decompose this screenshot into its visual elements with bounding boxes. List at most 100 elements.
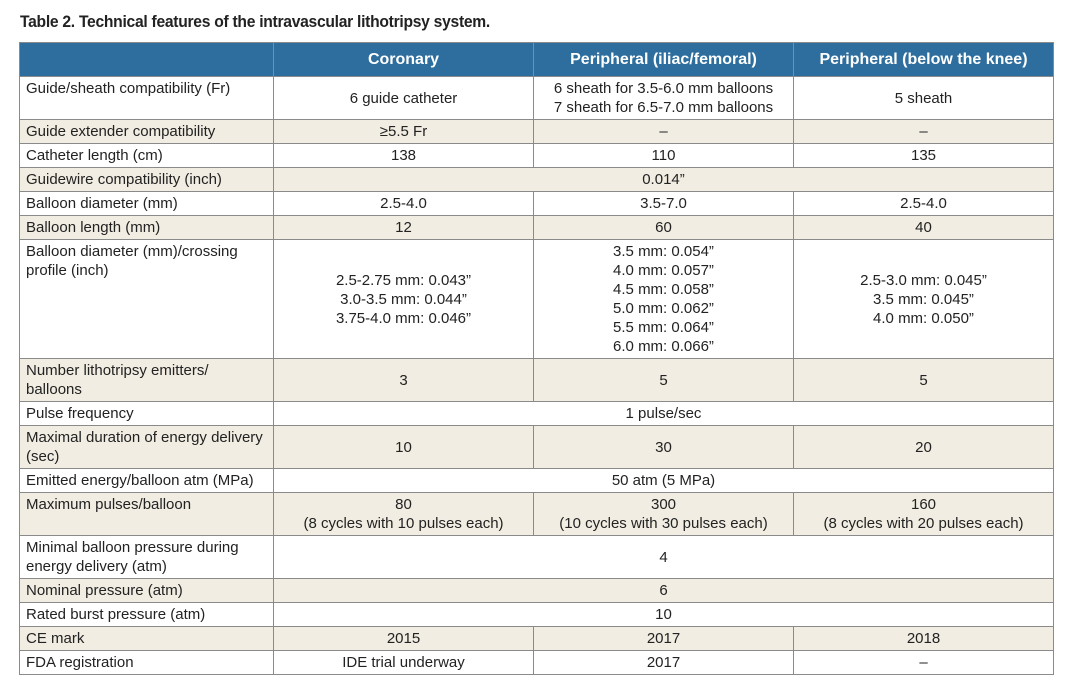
cell-line: 110 xyxy=(651,147,676,164)
row-label: Guide extender compatibility xyxy=(19,119,274,144)
cell-line: 3.0-3.5 mm: 0.044” xyxy=(340,290,467,308)
table-row: Catheter length (cm) 138 110 135 xyxy=(19,143,1054,168)
cell-line: – xyxy=(659,123,668,140)
cell-line: 2.5-2.75 mm: 0.043” xyxy=(335,271,472,289)
table-cell: ≥5.5 Fr xyxy=(273,119,534,144)
table-row: CE mark 2015 2017 2018 xyxy=(19,626,1054,651)
cell-line: – xyxy=(919,123,928,140)
cell-line: 20 xyxy=(915,438,932,456)
table-cell: 4 xyxy=(273,535,1054,579)
table-cell: 5 sheath xyxy=(793,76,1054,120)
table-cell: 10 xyxy=(273,425,534,469)
cell-line: 6 guide catheter xyxy=(349,89,458,107)
cell-line: 60 xyxy=(655,219,672,236)
table-cell: IDE trial underway xyxy=(273,650,534,675)
cell-line: 3.5 mm: 0.054” xyxy=(613,243,714,260)
cell-line: 3.5 mm: 0.045” xyxy=(873,290,974,308)
row-label: Nominal pressure (atm) xyxy=(19,578,274,603)
header-row: Coronary Peripheral (iliac/femoral) Periph… xyxy=(19,42,1054,77)
row-label: Maximal duration of energy delivery (sec… xyxy=(19,425,274,469)
table-row: Maximum pulses/balloon 80 (8 cycles with 1… xyxy=(19,492,1054,536)
cell-line: 2018 xyxy=(906,630,941,647)
table-row: Emitted energy/balloon atm (MPa) 50 atm (… xyxy=(19,468,1054,493)
row-label: Catheter length (cm) xyxy=(19,143,274,168)
table-body: Guide/sheath compatibility (Fr) 6 guide c… xyxy=(19,76,1054,675)
table-cell: 60 xyxy=(533,215,794,240)
cell-line: 10 xyxy=(395,438,412,456)
cell-line: 2.5-4.0 xyxy=(380,195,427,212)
cell-line: 5 xyxy=(919,371,928,389)
table-cell: 2018 xyxy=(793,626,1054,651)
table-row: Guidewire compatibility (inch) 0.014” xyxy=(19,167,1054,192)
cell-line: 160 xyxy=(910,496,937,513)
row-label: Balloon diameter (mm) xyxy=(19,191,274,216)
column-header: Coronary xyxy=(273,42,534,77)
cell-line: 4.5 mm: 0.058” xyxy=(613,281,714,298)
row-label: Guidewire compatibility (inch) xyxy=(19,167,274,192)
table-cell: – xyxy=(533,119,794,144)
cell-line: 5 xyxy=(659,371,668,389)
table-cell: 80 (8 cycles with 10 pulses each) xyxy=(273,492,534,536)
table-cell: 5 xyxy=(533,358,794,402)
row-label: Emitted energy/balloon atm (MPa) xyxy=(19,468,274,493)
table-row: Balloon diameter (mm)/crossing profile (… xyxy=(19,239,1054,359)
cell-line: 10 xyxy=(655,606,672,623)
table-title: Table 2. Technical features of the intra… xyxy=(20,12,491,31)
table-row: Pulse frequency 1 pulse/sec xyxy=(19,401,1054,426)
cell-line: (8 cycles with 10 pulses each) xyxy=(303,515,504,532)
table-cell: 6 xyxy=(273,578,1054,603)
cell-line: 40 xyxy=(915,219,932,236)
cell-line: 6 sheath for 3.5-6.0 mm balloons xyxy=(553,80,774,97)
cell-line: 12 xyxy=(395,219,412,236)
cell-line: 3.75-4.0 mm: 0.046” xyxy=(335,309,472,327)
table-cell: 30 xyxy=(533,425,794,469)
header-cell xyxy=(19,42,274,77)
table-cell: 2.5-4.0 xyxy=(273,191,534,216)
table-cell: 138 xyxy=(273,143,534,168)
cell-line: 2017 xyxy=(646,654,681,671)
row-label: Maximum pulses/balloon xyxy=(19,492,274,536)
table-row: Balloon length (mm) 12 60 40 xyxy=(19,215,1054,240)
cell-line: 5.0 mm: 0.062” xyxy=(613,300,714,317)
table-cell: 2017 xyxy=(533,650,794,675)
cell-line: 7 sheath for 6.5-7.0 mm balloons xyxy=(553,99,774,116)
table-cell: – xyxy=(793,650,1054,675)
cell-line: 135 xyxy=(910,147,937,164)
table-cell: 2015 xyxy=(273,626,534,651)
cell-line: (8 cycles with 20 pulses each) xyxy=(823,515,1024,532)
table-cell: 5 xyxy=(793,358,1054,402)
table-row: Guide extender compatibility ≥5.5 Fr – – xyxy=(19,119,1054,144)
table-row: FDA registration IDE trial underway 2017 – xyxy=(19,650,1054,675)
row-label: Pulse frequency xyxy=(19,401,274,426)
table-cell: 2017 xyxy=(533,626,794,651)
cell-line: 3.5-7.0 xyxy=(640,195,687,212)
table-cell: 2.5-2.75 mm: 0.043” 3.0-3.5 mm: 0.044” 3.7… xyxy=(273,239,534,359)
cell-line: 1 pulse/sec xyxy=(625,405,702,422)
cell-line: 138 xyxy=(390,147,417,164)
table-row: Rated burst pressure (atm) 10 xyxy=(19,602,1054,627)
cell-line: 300 xyxy=(650,496,677,513)
cell-line: 2.5-4.0 xyxy=(900,195,947,212)
row-label: Balloon length (mm) xyxy=(19,215,274,240)
cell-line: 4.0 mm: 0.057” xyxy=(613,262,714,279)
table-cell: 2.5-3.0 mm: 0.045” 3.5 mm: 0.045” 4.0 mm: … xyxy=(793,239,1054,359)
table-cell: 10 xyxy=(273,602,1054,627)
cell-line: 4.0 mm: 0.050” xyxy=(873,309,974,327)
row-label: Number lithotripsy emitters/ balloons xyxy=(19,358,274,402)
table-row: Minimal balloon pressure during energy d… xyxy=(19,535,1054,579)
cell-line: 50 atm (5 MPa) xyxy=(611,472,716,489)
cell-line: 5 sheath xyxy=(894,89,953,107)
table-cell: 40 xyxy=(793,215,1054,240)
features-table: Coronary Peripheral (iliac/femoral) Periph… xyxy=(19,42,1054,675)
table-cell: 135 xyxy=(793,143,1054,168)
cell-line: 4 xyxy=(659,548,668,566)
row-label: Guide/sheath compatibility (Fr) xyxy=(19,76,274,120)
table-cell: 160 (8 cycles with 20 pulses each) xyxy=(793,492,1054,536)
table-cell: 0.014” xyxy=(273,167,1054,192)
row-label: Minimal balloon pressure during energy d… xyxy=(19,535,274,579)
table-cell: 3 xyxy=(273,358,534,402)
table-row: Guide/sheath compatibility (Fr) 6 guide c… xyxy=(19,76,1054,120)
column-header: Peripheral (iliac/femoral) xyxy=(533,42,794,77)
table-cell: 3.5-7.0 xyxy=(533,191,794,216)
table-cell: 1 pulse/sec xyxy=(273,401,1054,426)
